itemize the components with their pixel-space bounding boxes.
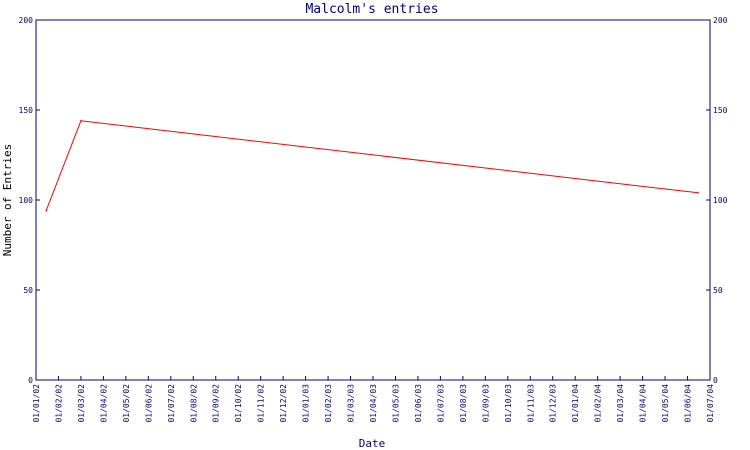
x-tick-label: 01/09/02: [212, 384, 221, 423]
y-tick-label-right: 50: [713, 286, 723, 295]
x-tick-label: 01/02/02: [54, 384, 63, 423]
x-tick-label: 01/06/02: [144, 384, 153, 423]
y-tick-label-right: 100: [713, 196, 728, 205]
series-line: [45, 120, 699, 211]
x-tick-label: 01/09/03: [481, 384, 490, 423]
x-tick-label: 01/06/04: [684, 384, 693, 423]
x-tick-label: 01/05/04: [661, 384, 670, 423]
x-axis: 01/01/02 01/02/02 01/03/02 01/04/02 01/05/02…: [32, 376, 715, 423]
y-tick-label-left: 100: [19, 196, 34, 205]
x-tick-label: 01/05/03: [391, 384, 400, 423]
x-tick-label: 01/06/03: [414, 384, 423, 423]
y-axis-label: Number of Entries: [1, 144, 14, 257]
x-axis-label: Date: [359, 437, 386, 450]
y-tick-label-right: 150: [713, 106, 728, 115]
y-tick-label-right: 200: [713, 16, 728, 25]
x-tick-label: 01/04/02: [99, 384, 108, 423]
plot-area: [35, 19, 711, 381]
x-tick-label: 01/01/04: [571, 384, 580, 423]
x-tick-label: 01/03/02: [77, 384, 86, 423]
x-tick-label: 01/07/04: [706, 384, 715, 423]
y-axis-left: 0 50 100 150 200: [19, 16, 40, 385]
x-tick-label: 01/03/04: [616, 384, 625, 423]
y-tick-label-left: 50: [23, 286, 33, 295]
x-tick-label: 01/05/02: [122, 384, 131, 423]
x-tick-label: 01/01/02: [32, 384, 41, 423]
x-tick-label: 01/03/03: [347, 384, 356, 423]
y-tick-label-left: 0: [28, 376, 33, 385]
x-tick-label: 01/02/03: [324, 384, 333, 423]
x-tick-label: 01/01/03: [302, 384, 311, 423]
x-tick-label: 01/11/02: [257, 384, 266, 423]
y-axis-right: 0 50 100 150 200: [706, 16, 728, 385]
x-tick-label: 01/04/03: [369, 384, 378, 423]
chart-title: Malcolm's entries: [305, 2, 438, 17]
x-tick-label: 01/11/03: [526, 384, 535, 423]
data-point: [45, 210, 47, 212]
series-group: [45, 120, 699, 212]
x-tick-label: 01/12/03: [549, 384, 558, 423]
data-point: [697, 192, 699, 194]
y-tick-label-left: 150: [19, 106, 34, 115]
x-tick-label: 01/10/03: [504, 384, 513, 423]
x-tick-label: 01/02/04: [594, 384, 603, 423]
x-tick-label: 01/07/02: [167, 384, 176, 423]
x-tick-label: 01/08/02: [189, 384, 198, 423]
y-tick-label-left: 200: [19, 16, 34, 25]
data-point: [80, 120, 82, 122]
y-tick-label-right: 0: [713, 376, 718, 385]
x-tick-label: 01/04/04: [639, 384, 648, 423]
x-tick-label: 01/10/02: [234, 384, 243, 423]
x-tick-label: 01/08/03: [459, 384, 468, 423]
x-tick-label: 01/12/02: [279, 384, 288, 423]
x-tick-label: 01/07/03: [436, 384, 445, 423]
